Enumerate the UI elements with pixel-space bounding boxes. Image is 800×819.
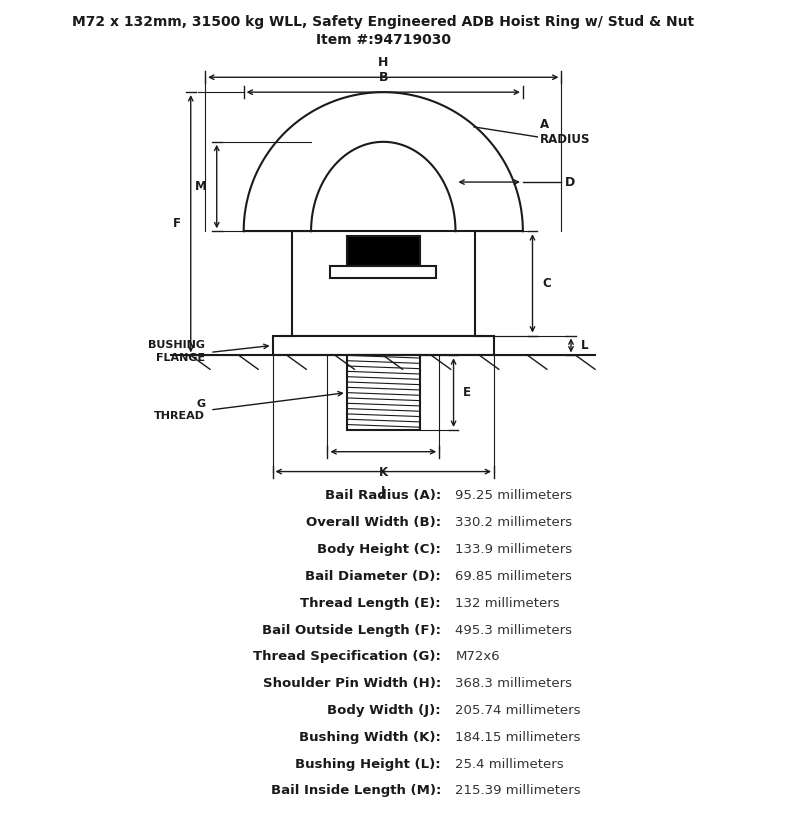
Text: G
THREAD: G THREAD <box>154 399 205 421</box>
Text: 25.4 millimeters: 25.4 millimeters <box>455 758 564 771</box>
Text: BUSHING
FLANGE: BUSHING FLANGE <box>148 341 205 363</box>
Text: Overall Width (B):: Overall Width (B): <box>306 516 441 529</box>
Text: Bushing Height (L):: Bushing Height (L): <box>295 758 441 771</box>
Text: 133.9 millimeters: 133.9 millimeters <box>455 543 573 556</box>
Text: 69.85 millimeters: 69.85 millimeters <box>455 570 572 583</box>
Polygon shape <box>346 355 420 430</box>
Text: Thread Specification (G):: Thread Specification (G): <box>253 650 441 663</box>
Text: M72x6: M72x6 <box>455 650 500 663</box>
Text: Body Height (C):: Body Height (C): <box>317 543 441 556</box>
Polygon shape <box>330 266 436 278</box>
Polygon shape <box>273 336 494 355</box>
Text: M72 x 132mm, 31500 kg WLL, Safety Engineered ADB Hoist Ring w/ Stud & Nut: M72 x 132mm, 31500 kg WLL, Safety Engine… <box>72 15 694 29</box>
Text: E: E <box>463 386 471 399</box>
Text: Body Width (J):: Body Width (J): <box>327 704 441 717</box>
Text: F: F <box>173 217 181 230</box>
Text: A
RADIUS: A RADIUS <box>540 118 590 146</box>
Text: Bail Outside Length (F):: Bail Outside Length (F): <box>262 623 441 636</box>
Text: Bail Inside Length (M):: Bail Inside Length (M): <box>270 785 441 798</box>
Text: Bail Diameter (D):: Bail Diameter (D): <box>306 570 441 583</box>
Polygon shape <box>346 236 420 266</box>
Text: 132 millimeters: 132 millimeters <box>455 597 560 609</box>
Text: K: K <box>378 466 388 478</box>
Text: B: B <box>378 71 388 84</box>
Text: J: J <box>381 486 386 499</box>
Text: 205.74 millimeters: 205.74 millimeters <box>455 704 581 717</box>
Text: Item #:94719030: Item #:94719030 <box>316 33 450 47</box>
Text: Bushing Width (K):: Bushing Width (K): <box>299 731 441 744</box>
Text: C: C <box>542 277 551 290</box>
Text: 368.3 millimeters: 368.3 millimeters <box>455 677 573 690</box>
Text: L: L <box>581 339 588 352</box>
Text: M: M <box>195 180 207 193</box>
Text: Shoulder Pin Width (H):: Shoulder Pin Width (H): <box>262 677 441 690</box>
Text: 215.39 millimeters: 215.39 millimeters <box>455 785 581 798</box>
Text: 184.15 millimeters: 184.15 millimeters <box>455 731 581 744</box>
Text: H: H <box>378 57 389 70</box>
Text: Thread Length (E):: Thread Length (E): <box>301 597 441 609</box>
Text: 95.25 millimeters: 95.25 millimeters <box>455 490 573 502</box>
Text: 495.3 millimeters: 495.3 millimeters <box>455 623 573 636</box>
Text: 330.2 millimeters: 330.2 millimeters <box>455 516 573 529</box>
Text: D: D <box>566 175 575 188</box>
Text: Bail Radius (A):: Bail Radius (A): <box>325 490 441 502</box>
